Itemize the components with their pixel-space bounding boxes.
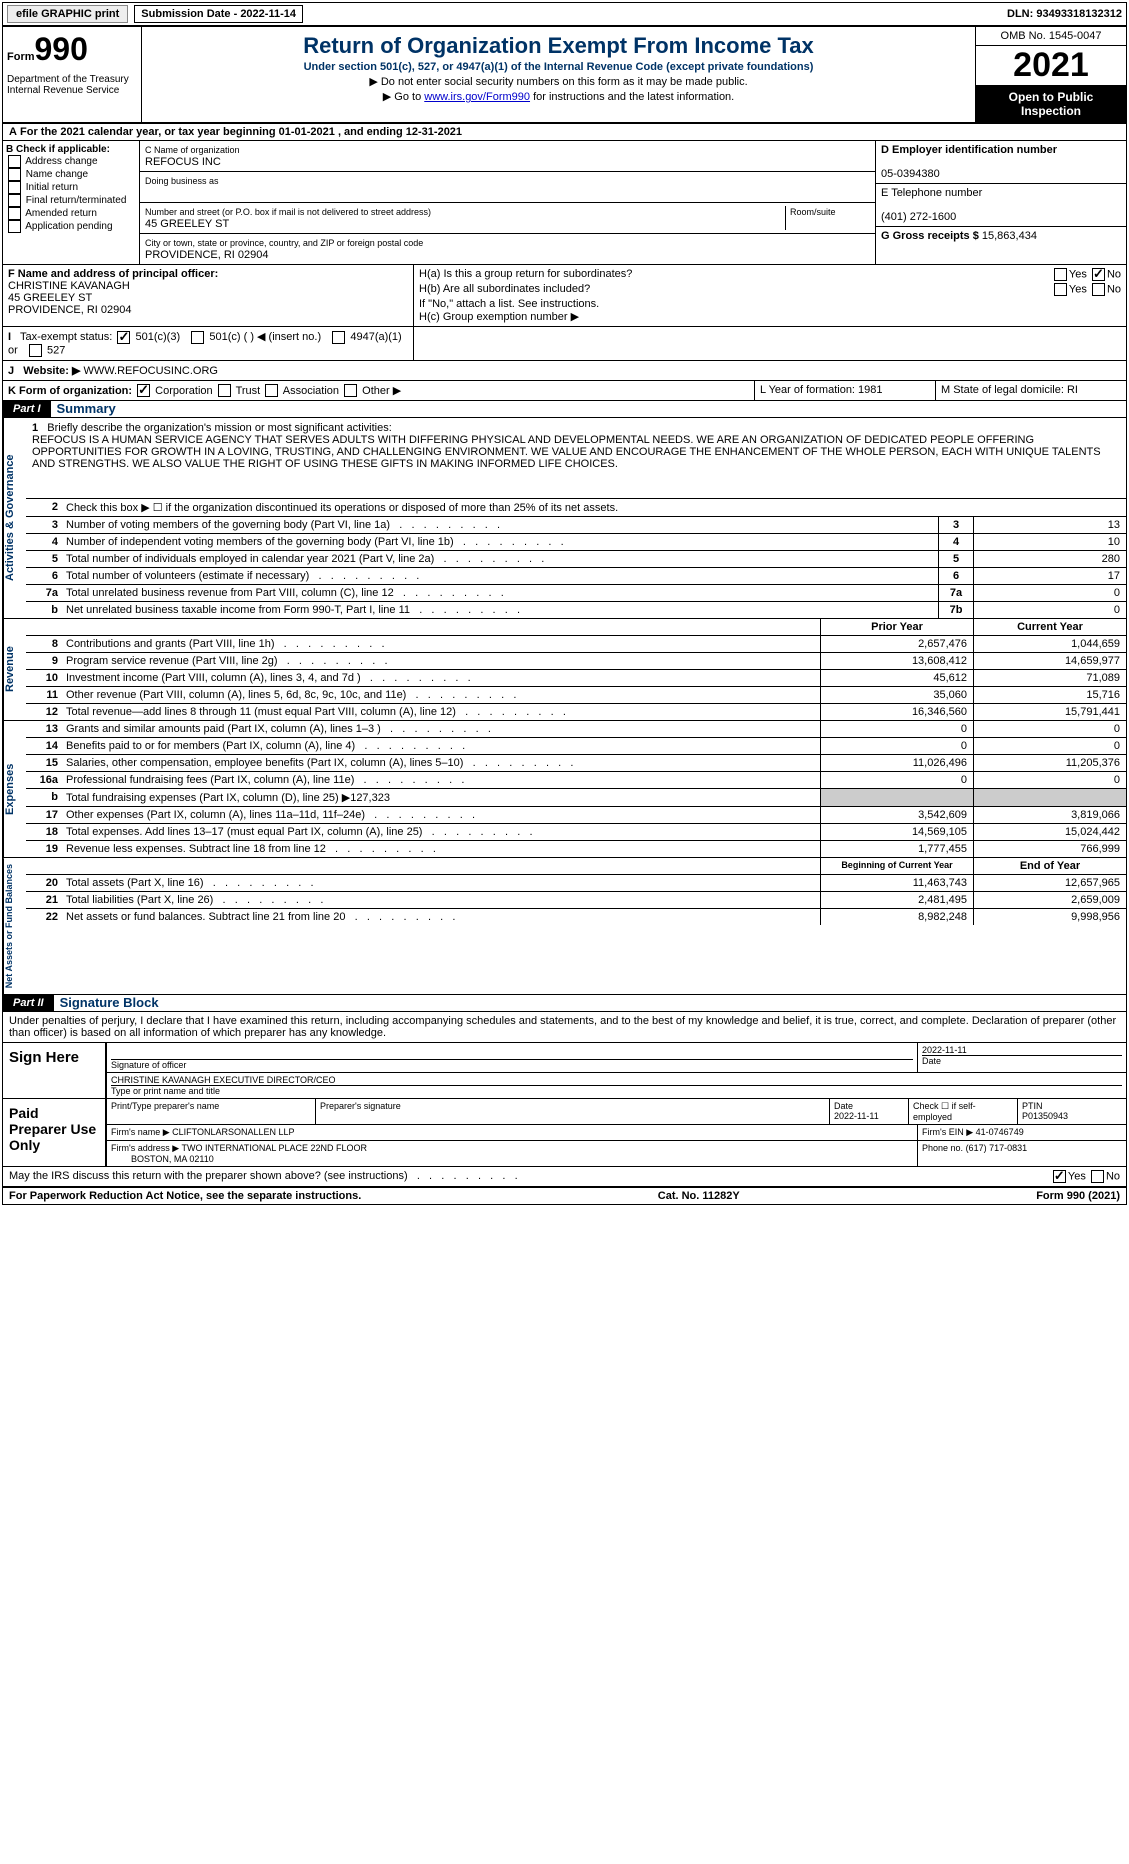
header: Form990 Department of the Treasury Inter… [3, 27, 1126, 124]
paid-preparer-label: Paid Preparer Use Only [3, 1099, 105, 1166]
table-row: 18Total expenses. Add lines 13–17 (must … [26, 824, 1126, 841]
table-row: 11Other revenue (Part VIII, column (A), … [26, 687, 1126, 704]
ha-no-checkbox[interactable] [1092, 268, 1105, 281]
state-domicile: M State of legal domicile: RI [936, 381, 1126, 401]
table-row: 7aTotal unrelated business revenue from … [26, 585, 1126, 602]
hb-no-checkbox[interactable] [1092, 283, 1105, 296]
section-bcd: B Check if applicable: Address change Na… [3, 141, 1126, 265]
application-pending-checkbox[interactable] [8, 220, 21, 233]
other-checkbox[interactable] [344, 384, 357, 397]
column-d: D Employer identification number 05-0394… [876, 141, 1126, 264]
table-row: 4Number of independent voting members of… [26, 534, 1126, 551]
part-2-header: Part II [3, 995, 54, 1011]
dln-number: DLN: 93493318132312 [1007, 8, 1122, 20]
footer: For Paperwork Reduction Act Notice, see … [3, 1188, 1126, 1204]
instruction-line-1: ▶ Do not enter social security numbers o… [150, 75, 967, 88]
amended-return-checkbox[interactable] [8, 207, 21, 220]
name-change-checkbox[interactable] [8, 168, 21, 181]
initial-return-checkbox[interactable] [8, 181, 21, 194]
gross-receipts: 15,863,434 [982, 230, 1037, 242]
table-row: 13Grants and similar amounts paid (Part … [26, 721, 1126, 738]
hb-yes-checkbox[interactable] [1054, 283, 1067, 296]
sign-here-label: Sign Here [3, 1043, 105, 1098]
mission-text: REFOCUS IS A HUMAN SERVICE AGENCY THAT S… [32, 434, 1101, 470]
table-row: 5Total number of individuals employed in… [26, 551, 1126, 568]
table-row: 14Benefits paid to or for members (Part … [26, 738, 1126, 755]
signer-name: CHRISTINE KAVANAGH EXECUTIVE DIRECTOR/CE… [111, 1075, 336, 1085]
part-1-title: Summary [57, 401, 116, 417]
column-c: C Name of organization REFOCUS INC Doing… [140, 141, 876, 264]
table-row: bTotal fundraising expenses (Part IX, co… [26, 789, 1126, 807]
top-bar: efile GRAPHIC print Submission Date - 20… [3, 3, 1126, 27]
501c3-checkbox[interactable] [117, 331, 130, 344]
table-row: 22Net assets or fund balances. Subtract … [26, 909, 1126, 925]
ein: 05-0394380 [881, 168, 940, 180]
table-row: 6Total number of volunteers (estimate if… [26, 568, 1126, 585]
firm-name: CLIFTONLARSONALLEN LLP [172, 1127, 294, 1137]
expenses-label: Expenses [3, 721, 26, 857]
form-number: Form990 [7, 31, 137, 68]
open-to-public: Open to Public Inspection [976, 86, 1126, 122]
tax-year: 2021 [976, 46, 1126, 86]
table-row: 3Number of voting members of the governi… [26, 517, 1126, 534]
ptin: P01350943 [1022, 1111, 1068, 1121]
table-row: bNet unrelated business taxable income f… [26, 602, 1126, 618]
table-row: 2Check this box ▶ ☐ if the organization … [26, 499, 1126, 517]
discuss-no-checkbox[interactable] [1091, 1170, 1104, 1183]
final-return-checkbox[interactable] [8, 194, 21, 207]
submission-date: Submission Date - 2022-11-14 [134, 5, 303, 23]
net-assets-label: Net Assets or Fund Balances [3, 858, 26, 994]
form-container: efile GRAPHIC print Submission Date - 20… [2, 2, 1127, 1205]
officer-name: CHRISTINE KAVANAGH [8, 280, 130, 292]
instruction-line-2: ▶ Go to www.irs.gov/Form990 for instruct… [150, 90, 967, 103]
table-row: 20Total assets (Part X, line 16) 11,463,… [26, 875, 1126, 892]
penalty-statement: Under penalties of perjury, I declare th… [3, 1012, 1126, 1043]
trust-checkbox[interactable] [218, 384, 231, 397]
table-row: 10Investment income (Part VIII, column (… [26, 670, 1126, 687]
department-label: Department of the Treasury Internal Reve… [7, 74, 137, 96]
column-b: B Check if applicable: Address change Na… [3, 141, 140, 264]
association-checkbox[interactable] [265, 384, 278, 397]
revenue-label: Revenue [3, 619, 26, 720]
address-change-checkbox[interactable] [8, 155, 21, 168]
part-2-title: Signature Block [60, 995, 159, 1011]
irs-link[interactable]: www.irs.gov/Form990 [424, 91, 530, 103]
527-checkbox[interactable] [29, 344, 42, 357]
governance-label: Activities & Governance [3, 418, 26, 618]
501c-checkbox[interactable] [191, 331, 204, 344]
table-row: 21Total liabilities (Part X, line 26) 2,… [26, 892, 1126, 909]
row-f-h: F Name and address of principal officer:… [3, 265, 1126, 327]
ha-yes-checkbox[interactable] [1054, 268, 1067, 281]
year-formation: L Year of formation: 1981 [755, 381, 936, 401]
table-row: 12Total revenue—add lines 8 through 11 (… [26, 704, 1126, 720]
org-name: REFOCUS INC [145, 156, 221, 168]
website: WWW.REFOCUSINC.ORG [84, 365, 218, 377]
table-row: 9Program service revenue (Part VIII, lin… [26, 653, 1126, 670]
corporation-checkbox[interactable] [137, 384, 150, 397]
row-a-tax-year: A For the 2021 calendar year, or tax yea… [3, 124, 1126, 141]
table-row: 19Revenue less expenses. Subtract line 1… [26, 841, 1126, 857]
form-subtitle: Under section 501(c), 527, or 4947(a)(1)… [150, 61, 967, 73]
part-1-header: Part I [3, 401, 51, 417]
table-row: 8Contributions and grants (Part VIII, li… [26, 636, 1126, 653]
4947-checkbox[interactable] [332, 331, 345, 344]
firm-ein: 41-0746749 [976, 1127, 1024, 1137]
table-row: 15Salaries, other compensation, employee… [26, 755, 1126, 772]
table-row: 17Other expenses (Part IX, column (A), l… [26, 807, 1126, 824]
table-row: 16aProfessional fundraising fees (Part I… [26, 772, 1126, 789]
firm-phone: (617) 717-0831 [966, 1143, 1028, 1153]
omb-number: OMB No. 1545-0047 [976, 27, 1126, 46]
city-state-zip: PROVIDENCE, RI 02904 [145, 249, 269, 261]
discuss-yes-checkbox[interactable] [1053, 1170, 1066, 1183]
street-address: 45 GREELEY ST [145, 218, 229, 230]
form-title: Return of Organization Exempt From Incom… [150, 33, 967, 59]
phone: (401) 272-1600 [881, 211, 956, 223]
efile-print-button[interactable]: efile GRAPHIC print [7, 5, 128, 23]
